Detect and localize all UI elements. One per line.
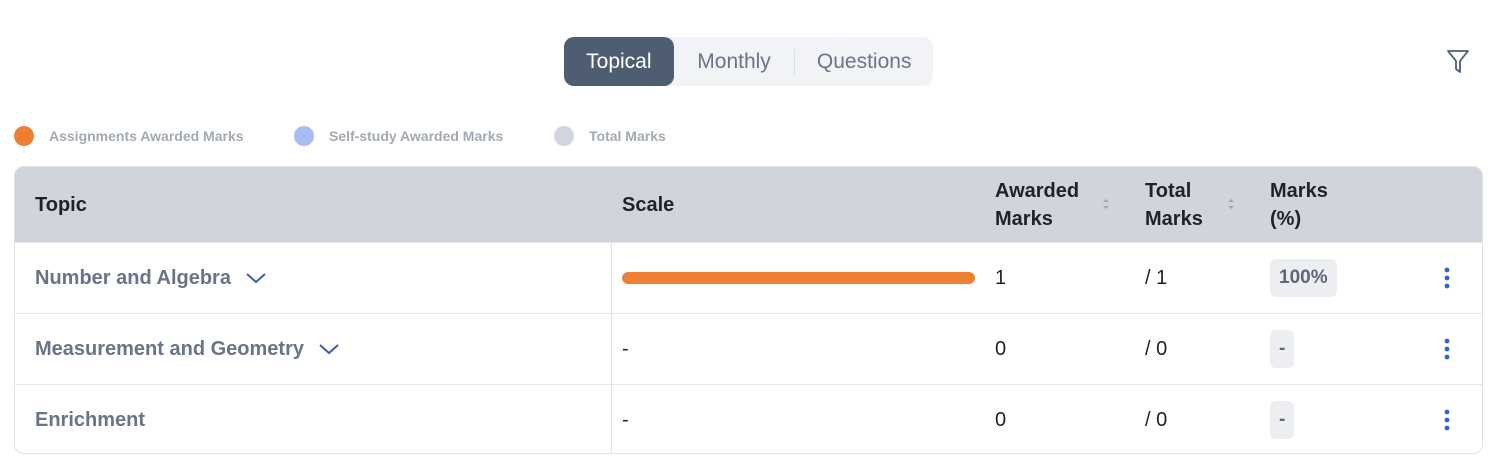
header-pct-line2: (%): [1270, 207, 1302, 230]
column-divider: [611, 167, 612, 453]
sort-icon[interactable]: [1225, 195, 1237, 213]
header-awarded-marks[interactable]: Awarded Marks: [995, 167, 1105, 242]
header-scale: Scale: [622, 193, 675, 216]
topic-cell[interactable]: Measurement and Geometry: [35, 314, 340, 384]
legend-dot-total: [554, 126, 574, 146]
marks-percent-cell: 100%: [1270, 243, 1337, 313]
legend-item-self-study: Self-study Awarded Marks: [294, 126, 554, 146]
scale-cell: -: [622, 337, 629, 360]
row-menu-button[interactable]: [1437, 385, 1457, 453]
topic-cell[interactable]: Enrichment: [35, 385, 146, 453]
marks-percent-cell: -: [1270, 385, 1295, 453]
chevron-down-icon[interactable]: [318, 342, 340, 356]
table-row: Number and Algebra 1 / 1 100%: [15, 242, 1482, 313]
scale-cell: -: [622, 408, 629, 431]
view-tabs: Topical Monthly Questions: [564, 37, 933, 86]
header-marks-percent: Marks (%): [1270, 167, 1360, 242]
header-awarded-line1: Awarded: [995, 179, 1080, 202]
topic-cell[interactable]: Number and Algebra: [35, 243, 267, 313]
table-row: Measurement and Geometry - 0 / 0 -: [15, 313, 1482, 384]
legend-item-total: Total Marks: [554, 126, 666, 146]
scale-bar: [622, 272, 975, 284]
scale-cell: [622, 243, 975, 313]
topic-marks-table: Topic Scale Awarded Marks Total Marks: [14, 166, 1483, 454]
chart-legend: Assignments Awarded Marks Self-study Awa…: [14, 125, 666, 147]
table-header: Topic Scale Awarded Marks Total Marks: [15, 167, 1482, 242]
row-menu-button[interactable]: [1437, 314, 1457, 384]
legend-label: Total Marks: [589, 128, 666, 144]
table-row: Enrichment - 0 / 0 -: [15, 384, 1482, 453]
legend-dot-assignments: [14, 126, 34, 146]
more-vertical-icon: [1444, 267, 1450, 289]
header-total-marks[interactable]: Total Marks: [1145, 167, 1245, 242]
percent-badge: 100%: [1270, 259, 1337, 297]
sort-icon[interactable]: [1100, 195, 1112, 213]
total-marks-cell: / 1: [1145, 266, 1168, 289]
header-total-line1: Total: [1145, 179, 1192, 202]
awarded-marks-cell: 0: [995, 337, 1007, 360]
tab-monthly[interactable]: Monthly: [697, 49, 771, 73]
more-vertical-icon: [1444, 338, 1450, 360]
scale-bar-assignments-fill: [622, 272, 975, 284]
awarded-marks-cell: 0: [995, 408, 1007, 431]
chevron-down-icon[interactable]: [245, 271, 267, 285]
tab-questions[interactable]: Questions: [816, 49, 912, 73]
header-awarded-line2: Marks: [995, 207, 1053, 230]
filter-button[interactable]: [1443, 48, 1473, 76]
legend-dot-self-study: [294, 126, 314, 146]
header-pct-line1: Marks: [1270, 179, 1328, 202]
more-vertical-icon: [1444, 409, 1450, 431]
topic-name: Enrichment: [35, 408, 146, 431]
awarded-marks-cell: 1: [995, 266, 1007, 289]
legend-item-assignments: Assignments Awarded Marks: [14, 126, 294, 146]
total-marks-cell: / 0: [1145, 337, 1168, 360]
legend-label: Assignments Awarded Marks: [49, 128, 244, 144]
percent-badge: -: [1270, 401, 1295, 439]
topic-name: Measurement and Geometry: [35, 337, 304, 360]
marks-percent-cell: -: [1270, 314, 1295, 384]
row-menu-button[interactable]: [1437, 243, 1457, 313]
header-topic: Topic: [35, 193, 87, 216]
legend-label: Self-study Awarded Marks: [329, 128, 504, 144]
filter-funnel-icon: [1447, 50, 1469, 73]
tab-divider: [794, 48, 796, 75]
tab-topical[interactable]: Topical: [564, 37, 674, 86]
header-total-line2: Marks: [1145, 207, 1203, 230]
topic-name: Number and Algebra: [35, 266, 231, 289]
percent-badge: -: [1270, 330, 1295, 368]
total-marks-cell: / 0: [1145, 408, 1168, 431]
